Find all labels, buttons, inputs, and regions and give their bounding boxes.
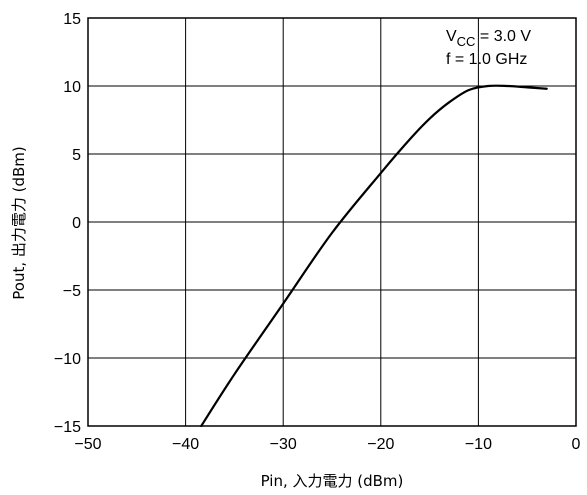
vcc-value: = 3.0 V: [475, 28, 531, 45]
plot-frame: [87, 17, 577, 427]
y-tick-label: −5: [63, 283, 81, 300]
x-axis-title: Pin, 入力電力 (dBm): [261, 472, 404, 490]
pout-vs-pin-curve: [200, 84, 548, 428]
x-tick-label: −10: [465, 436, 492, 453]
grid-lines: [87, 17, 577, 427]
y-tick-label: 0: [72, 215, 81, 232]
y-tick-label: −15: [54, 419, 81, 436]
y-tick-label: 5: [72, 147, 81, 164]
x-tick-label: 0: [572, 436, 581, 453]
x-tick-labels: −50 −40 −30 −20 −10 0: [74, 436, 580, 453]
vcc-label: V: [446, 28, 457, 45]
x-tick-label: −20: [367, 436, 394, 453]
vcc-annotation: VCC = 3.0 V: [446, 28, 531, 49]
y-tick-label: 15: [63, 11, 81, 28]
y-axis-title: Pout, 出力電力 (dBm): [10, 146, 28, 300]
series-curves: [200, 84, 548, 428]
x-tick-label: −30: [270, 436, 297, 453]
y-tick-label: −10: [54, 351, 81, 368]
vcc-subscript: CC: [457, 34, 476, 49]
x-tick-label: −40: [172, 436, 199, 453]
x-tick-label: −50: [74, 436, 101, 453]
frequency-annotation: f = 1.0 GHz: [446, 51, 527, 68]
y-tick-labels: −15 −10 −5 0 5 10 15: [54, 11, 81, 436]
y-tick-label: 10: [63, 79, 81, 96]
